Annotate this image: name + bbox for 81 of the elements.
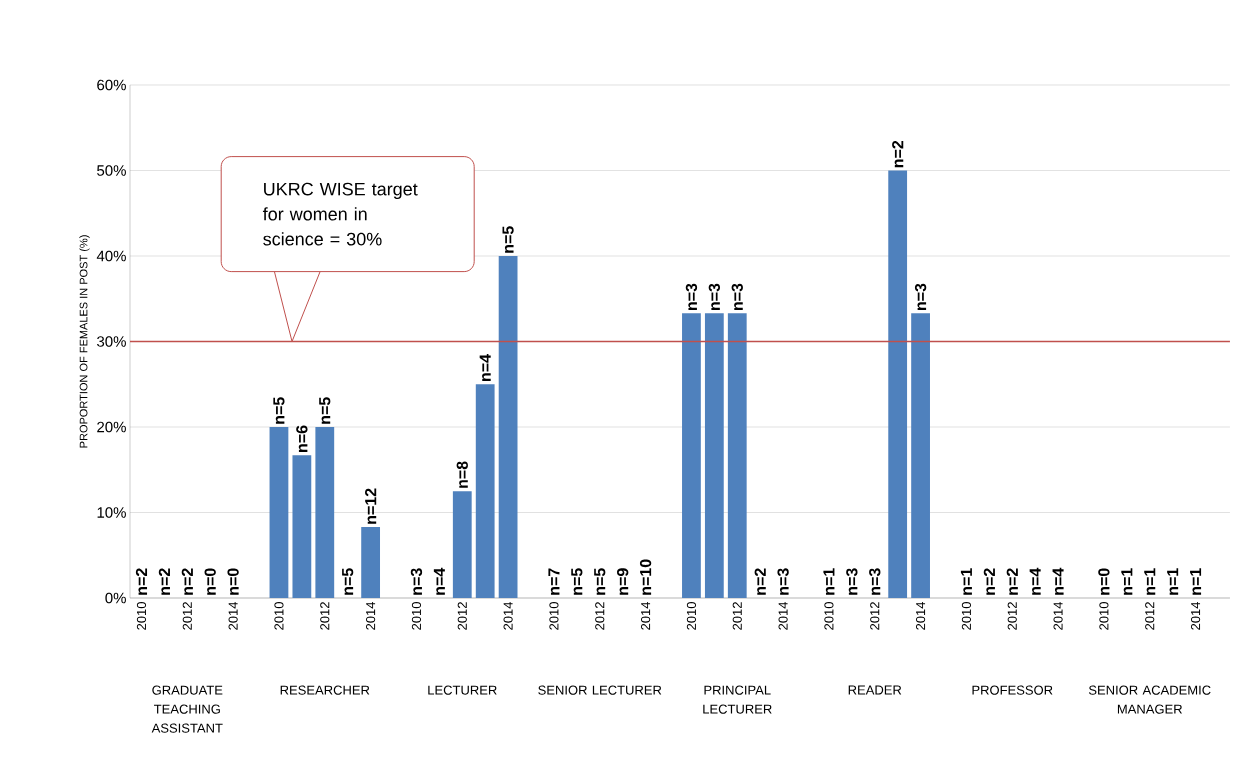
annotation: n=2: [892, 140, 904, 168]
annotation: n=3: [731, 283, 743, 311]
annotation: n=2: [158, 568, 170, 595]
y-tick-label: 50%: [97, 165, 126, 176]
y-axis-title: PROPORTION OF FEMALES IN POST (%): [79, 235, 90, 448]
text: SENIOR ACADEMIC MANAGER: [1088, 685, 1211, 714]
x-tick-label: 2010: [1099, 602, 1109, 630]
y-tick-label: 40%: [96, 250, 126, 262]
x-tick-label: 2014: [1053, 601, 1063, 630]
annotation: UKRC WISE target for women in science = 30%: [262, 182, 418, 246]
y-tick-label: 60%: [97, 79, 126, 91]
x-tick-label: 2010: [961, 602, 972, 630]
text: PRINCIPAL LECTURER: [703, 685, 772, 714]
annotation: n=2: [754, 568, 766, 595]
annotation: n=2: [983, 568, 995, 595]
text: SENIOR LECTURER: [538, 685, 662, 695]
x-tick-label: 2010: [686, 602, 697, 630]
annotation: n=3: [869, 568, 881, 595]
y-tick-label: 10%: [97, 507, 126, 518]
annotation: n=5: [571, 568, 583, 595]
x-tick-label: 2010: [136, 602, 147, 630]
x-tick-label: 2012: [1145, 602, 1155, 630]
annotation: n=1: [823, 568, 835, 595]
annotation: n=1: [960, 568, 972, 595]
x-tick-label: 2012: [870, 602, 880, 630]
annotation: n=5: [273, 397, 285, 424]
x-tick-label: 2010: [274, 602, 284, 630]
x-tick-label: 2012: [182, 602, 192, 630]
x-tick-label: 2014: [1190, 601, 1201, 630]
x-tick-label: 2010: [411, 602, 422, 630]
annotation: n=7: [548, 568, 560, 595]
annotation: n=2: [135, 568, 148, 595]
annotation: n=3: [777, 568, 789, 595]
annotation: n=0: [204, 568, 216, 595]
annotation: n=1: [1144, 568, 1156, 595]
annotation: n=0: [227, 568, 239, 595]
y-tick-label: 0%: [105, 592, 126, 604]
x-tick-label: 2014: [503, 601, 513, 630]
x-tick-label: 2014: [366, 601, 376, 630]
annotation: n=4: [433, 567, 445, 595]
annotation: n=4: [479, 354, 491, 381]
text: RESEARCHER: [280, 685, 370, 695]
x-tick-label: 2012: [320, 602, 330, 630]
annotation: n=5: [319, 397, 331, 424]
annotation: n=5: [342, 568, 354, 595]
x-tick-label: 2010: [824, 602, 834, 630]
x-tick-label: 2012: [732, 602, 742, 630]
x-tick-label: 2012: [595, 602, 605, 630]
x-tick-label: 2012: [457, 602, 467, 630]
annotation: n=6: [296, 425, 308, 452]
annotation: n=0: [1098, 568, 1110, 595]
x-tick-label: 2014: [778, 601, 788, 630]
x-tick-label: 2010: [549, 602, 559, 630]
annotation: n=1: [1190, 568, 1202, 595]
annotation: n=1: [1167, 568, 1179, 595]
x-tick-label: 2014: [228, 601, 238, 630]
annotation: n=5: [594, 568, 606, 595]
annotation: n=1: [1121, 568, 1133, 595]
text: READER: [848, 685, 902, 695]
annotation: n=10: [639, 559, 652, 595]
y-tick-label: 30%: [97, 336, 126, 347]
annotation: n=3: [410, 568, 423, 595]
text: LECTURER: [428, 685, 497, 695]
x-tick-label: 2012: [1007, 602, 1017, 630]
x-tick-label: 2014: [641, 601, 651, 630]
annotation: n=3: [685, 283, 698, 311]
annotation: n=4: [1052, 567, 1064, 595]
annotation: n=3: [846, 568, 858, 595]
annotation: n=5: [502, 226, 514, 253]
annotation: n=2: [1006, 568, 1018, 595]
annotation: n=3: [914, 283, 927, 311]
annotation: n=4: [1029, 567, 1041, 595]
text: GRADUATE TEACHING ASSISTANT: [151, 685, 223, 733]
annotation: n=9: [617, 568, 629, 595]
annotation: n=8: [456, 461, 468, 488]
text: PROFESSOR: [972, 685, 1053, 695]
annotation: n=12: [365, 488, 377, 524]
x-tick-label: 2014: [915, 601, 926, 630]
annotation: n=2: [181, 568, 193, 595]
annotation: n=3: [708, 283, 721, 311]
y-tick-label: 20%: [97, 421, 126, 433]
